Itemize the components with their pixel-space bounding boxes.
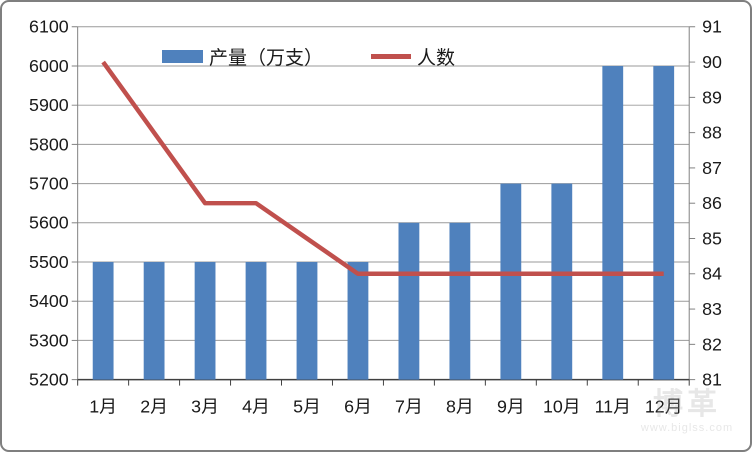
bar-4月 [245,262,267,380]
right-axis-label: 86 [702,193,722,213]
right-axis-label: 88 [702,123,722,143]
x-axis-label: 8月 [446,396,474,416]
left-axis-label: 5900 [29,95,69,115]
legend-bar-label: 产量（万支） [209,48,324,69]
x-axis-label: 2月 [140,396,168,416]
bar-5月 [296,262,318,380]
left-axis-label: 5800 [29,134,69,154]
right-axis-label: 83 [702,299,722,319]
legend-line-swatch-icon [371,54,412,59]
x-axis-label: 6月 [344,396,372,416]
left-axis-label: 5700 [29,174,69,194]
x-axis-label: 11月 [595,396,631,416]
people-line [101,60,664,277]
x-axis-label: 4月 [242,396,270,416]
left-axis-label: 5300 [29,330,69,350]
x-axis-label: 9月 [497,396,525,416]
x-axis-label: 10月 [543,396,581,416]
x-axis-label: 7月 [395,396,423,416]
bar-7月 [398,222,420,380]
right-axis-label: 89 [702,87,722,107]
x-axis-label: 5月 [293,396,321,416]
right-axis-label: 81 [702,370,722,390]
x-axis-label: 12月 [645,396,683,416]
right-axis-label: 85 [702,228,722,248]
x-axis-label: 1月 [89,396,117,416]
left-axis-label: 5200 [29,370,69,390]
bar-1月 [92,262,114,380]
left-axis-label: 5500 [29,252,69,272]
bar-11月 [602,65,624,380]
bar-12月 [653,65,675,380]
bar-2月 [143,262,165,380]
right-axis-label: 84 [702,264,722,284]
bar-8月 [449,222,471,380]
bar-9月 [500,183,522,380]
left-axis-label: 6000 [29,56,69,76]
legend: 产量（万支） 人数 [162,43,455,70]
left-axis-label: 5600 [29,213,69,233]
right-axis-label: 87 [702,158,722,178]
right-axis-label: 90 [702,52,722,72]
legend-line-label: 人数 [417,48,456,69]
bar-3月 [194,262,216,380]
legend-bar-swatch-icon [162,50,203,63]
x-axis-label: 3月 [191,396,219,416]
left-axis-label: 6100 [29,17,69,37]
bar-10月 [551,183,573,380]
right-axis-label: 82 [702,334,722,354]
bar-6月 [347,262,369,380]
left-axis-label: 5400 [29,291,69,311]
right-axis-label: 91 [702,17,722,37]
